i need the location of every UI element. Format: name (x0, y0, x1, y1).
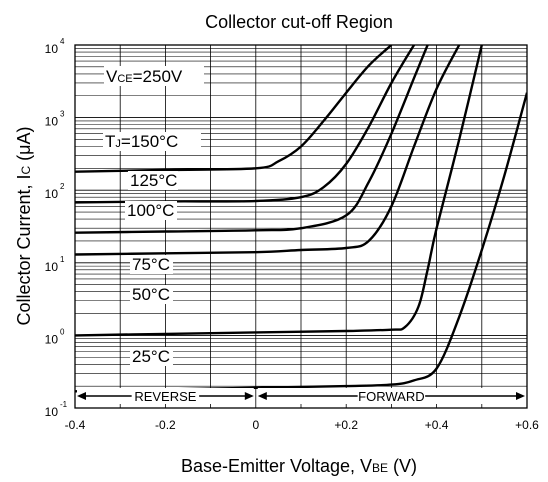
x-tick-label: 0 (252, 418, 259, 432)
forward-label-bg (357, 388, 426, 403)
y-tick-label: 10 (45, 332, 59, 346)
y-tick-label: 10 (45, 260, 59, 274)
series-line (75, 45, 461, 256)
y-tick-exponent: 2 (60, 182, 65, 191)
x-tick-label: -0.2 (155, 418, 176, 432)
y-tick-exponent: 1 (60, 255, 65, 264)
vce-label: VCE=250V (106, 67, 183, 86)
x-tick-label: -0.4 (65, 418, 86, 432)
x-axis-title: Base-Emitter Voltage, VBE (V) (181, 456, 417, 476)
y-tick-label: 10 (45, 405, 59, 419)
curve-label-bg (130, 347, 173, 366)
series-line (75, 45, 393, 173)
series-line (75, 45, 429, 234)
reverse-label-bg (131, 388, 200, 403)
reverse-arrowhead-left (77, 392, 86, 400)
x-tick-label: +0.2 (334, 418, 358, 432)
curve-label-bg (130, 285, 173, 304)
curve-label: 100°C (127, 201, 174, 220)
curve-labels: TJ=150°C 125°C 100°C 75°C 50°C 25°C VCE=250V (103, 66, 204, 366)
forward-arrowhead-right (516, 392, 525, 400)
vce-label-bg (104, 66, 204, 86)
curve-label: 125°C (130, 171, 177, 190)
curve-label: 50°C (132, 285, 170, 304)
curve-label-bg (128, 171, 178, 190)
y-tick-exponent: 3 (60, 110, 65, 119)
curve-label-bg (125, 201, 177, 220)
curve-label: 25°C (132, 347, 170, 366)
y-tick-label: 10 (45, 187, 59, 201)
reverse-label: REVERSE (134, 389, 196, 404)
reverse-arrowhead-right (244, 392, 254, 400)
curve-label: 75°C (132, 255, 170, 274)
plot-frame (74, 44, 528, 409)
y-axis-title: Collector Current, IC (μA) (14, 126, 34, 325)
x-tick-labels: -0.4 -0.2 0 +0.2 +0.4 +0.6 (65, 418, 540, 432)
y-tick-exponent: 4 (60, 37, 65, 46)
y-tick-label: 10 (45, 115, 59, 129)
y-tick-exponent: 0 (60, 327, 65, 336)
series-line (75, 45, 483, 337)
curve-label-bg (103, 132, 201, 151)
x-tick-label: +0.4 (425, 418, 449, 432)
forward-label: FORWARD (358, 389, 424, 404)
region-arrows: REVERSE FORWARD (77, 388, 525, 404)
x-tick-label: +0.6 (515, 418, 539, 432)
y-tick-label: 10 (45, 42, 59, 56)
curve-label: TJ=150°C (105, 132, 178, 151)
forward-arrowhead-left (257, 392, 267, 400)
chart-title: Collector cut-off Region (205, 12, 393, 32)
curve-label-bg (130, 255, 173, 274)
y-tick-exponent: -1 (60, 400, 68, 409)
